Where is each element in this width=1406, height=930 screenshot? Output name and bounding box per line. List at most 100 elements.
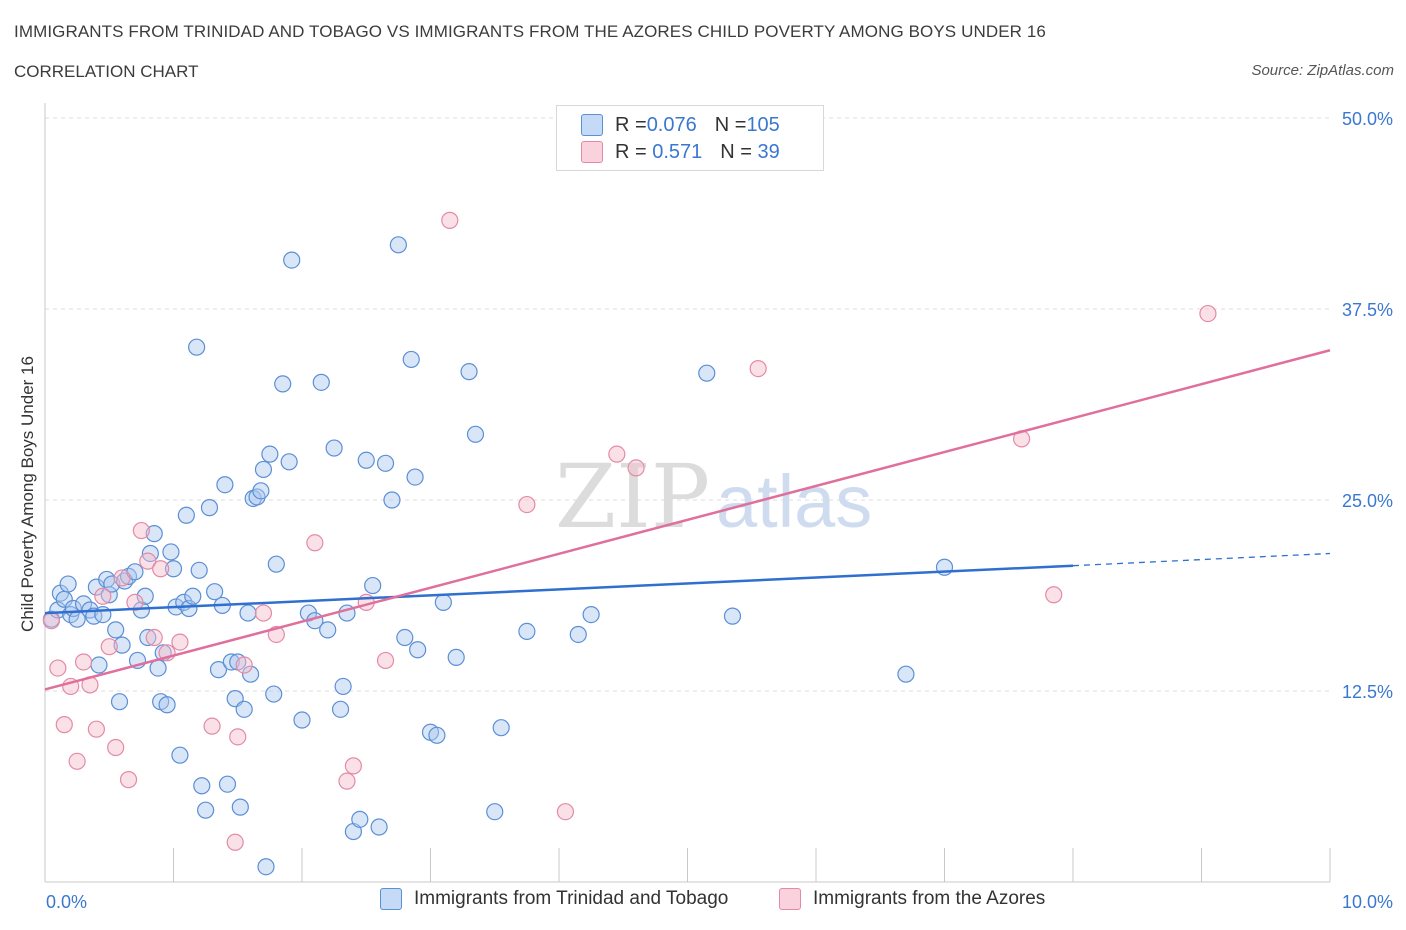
data-point-trinidad bbox=[402, 350, 420, 369]
data-point-trinidad bbox=[145, 525, 163, 543]
data-point-azores bbox=[49, 659, 67, 677]
data-point-trinidad bbox=[90, 656, 108, 674]
data-point-trinidad bbox=[723, 607, 742, 625]
chart-title: IMMIGRANTS FROM TRINIDAD AND TOBAGO VS I… bbox=[14, 22, 1046, 41]
data-point-trinidad bbox=[239, 604, 257, 622]
data-point-azores bbox=[74, 653, 93, 671]
x-tick-label: 0.0% bbox=[46, 892, 87, 912]
y-tick-label: 12.5% bbox=[1342, 682, 1393, 702]
data-point-trinidad bbox=[218, 775, 237, 793]
data-point-azores bbox=[226, 833, 244, 851]
data-point-trinidad bbox=[113, 636, 131, 654]
trend-line-trinidad bbox=[44, 564, 1074, 615]
n-value: 39 bbox=[751, 140, 780, 163]
data-point-azores bbox=[1199, 304, 1217, 323]
data-point-azores bbox=[42, 612, 61, 630]
data-point-azores bbox=[306, 534, 324, 552]
data-point-trinidad bbox=[466, 425, 485, 443]
data-point-azores bbox=[203, 717, 221, 735]
trend-line-azores bbox=[44, 349, 1331, 691]
data-point-trinidad bbox=[331, 700, 350, 718]
data-point-trinidad bbox=[171, 746, 189, 764]
data-point-trinidad bbox=[447, 648, 465, 666]
data-point-azores bbox=[171, 633, 189, 651]
data-point-trinidad bbox=[569, 625, 587, 644]
data-point-azores bbox=[229, 728, 247, 746]
data-point-azores bbox=[344, 757, 362, 775]
y-tick-label: 25.0% bbox=[1342, 491, 1393, 511]
x-tick-label: 10.0% bbox=[1342, 892, 1393, 912]
data-point-trinidad bbox=[184, 587, 202, 605]
data-point-trinidad bbox=[252, 482, 270, 500]
data-point-azores bbox=[139, 552, 157, 570]
data-point-trinidad bbox=[265, 685, 283, 703]
n-label: N = bbox=[720, 140, 752, 163]
data-point-azores bbox=[608, 445, 626, 463]
watermark-zip: ZIP bbox=[555, 445, 710, 548]
pink-swatch bbox=[581, 141, 603, 163]
r-label: R = bbox=[615, 113, 647, 136]
data-point-trinidad bbox=[334, 677, 352, 696]
data-point-trinidad bbox=[486, 803, 504, 821]
data-point-trinidad bbox=[158, 696, 176, 714]
data-point-trinidad bbox=[409, 641, 427, 659]
y-tick-label: 50.0% bbox=[1342, 109, 1393, 129]
data-point-azores bbox=[254, 604, 273, 622]
data-point-trinidad bbox=[231, 798, 249, 816]
data-point-trinidad bbox=[59, 575, 77, 593]
data-point-trinidad bbox=[110, 693, 129, 711]
data-point-azores bbox=[126, 593, 144, 611]
data-point-trinidad bbox=[139, 628, 157, 647]
data-point-trinidad bbox=[100, 586, 118, 604]
data-point-trinidad bbox=[389, 236, 407, 254]
data-point-trinidad bbox=[351, 810, 369, 828]
data-point-trinidad bbox=[376, 454, 395, 472]
blue-swatch bbox=[581, 114, 603, 136]
y-axis-label: Child Poverty Among Boys Under 16 bbox=[18, 356, 37, 632]
data-point-trinidad bbox=[254, 460, 273, 479]
data-point-trinidad bbox=[200, 499, 219, 517]
data-point-azores bbox=[441, 211, 459, 229]
data-point-trinidad bbox=[396, 628, 414, 647]
data-point-trinidad bbox=[235, 700, 253, 718]
data-point-trinidad bbox=[222, 653, 240, 671]
data-point-trinidad bbox=[434, 593, 452, 611]
data-point-azores bbox=[119, 771, 138, 789]
data-point-azores bbox=[556, 803, 575, 821]
data-point-azores bbox=[87, 720, 106, 738]
data-point-trinidad bbox=[257, 858, 275, 876]
data-point-trinidad bbox=[136, 587, 154, 605]
data-point-trinidad bbox=[193, 777, 211, 795]
data-point-trinidad bbox=[283, 251, 301, 269]
n-label: N = bbox=[714, 113, 747, 136]
series-legend: Immigrants from Trinidad and Tobago Immi… bbox=[0, 888, 1406, 918]
data-point-trinidad bbox=[164, 560, 183, 578]
data-point-azores bbox=[749, 359, 767, 378]
data-point-azores bbox=[55, 716, 73, 734]
data-point-azores bbox=[132, 521, 150, 540]
data-point-trinidad bbox=[428, 726, 446, 744]
data-point-azores bbox=[100, 638, 118, 656]
data-point-azores bbox=[235, 656, 253, 674]
y-tick-label: 37.5% bbox=[1342, 300, 1393, 320]
data-point-azores bbox=[145, 628, 163, 647]
data-point-trinidad bbox=[216, 476, 234, 494]
data-point-trinidad bbox=[406, 468, 424, 486]
r-value: 0.571 bbox=[646, 140, 703, 163]
data-point-trinidad bbox=[357, 451, 375, 469]
data-point-trinidad bbox=[177, 506, 195, 524]
data-point-trinidad bbox=[209, 661, 228, 679]
data-point-trinidad bbox=[242, 665, 260, 683]
data-point-azores bbox=[376, 651, 395, 670]
n-value: 105 bbox=[746, 113, 780, 136]
data-point-trinidad bbox=[190, 561, 208, 579]
data-point-trinidad bbox=[492, 719, 510, 737]
data-point-trinidad bbox=[103, 575, 121, 593]
data-point-trinidad bbox=[280, 453, 298, 471]
legend-label: Immigrants from Trinidad and Tobago bbox=[414, 888, 729, 909]
legend-label: Immigrants from the Azores bbox=[813, 888, 1046, 909]
data-point-trinidad bbox=[162, 543, 180, 561]
data-point-trinidad bbox=[698, 364, 716, 382]
data-point-trinidad bbox=[370, 818, 388, 836]
data-point-trinidad bbox=[518, 622, 536, 641]
